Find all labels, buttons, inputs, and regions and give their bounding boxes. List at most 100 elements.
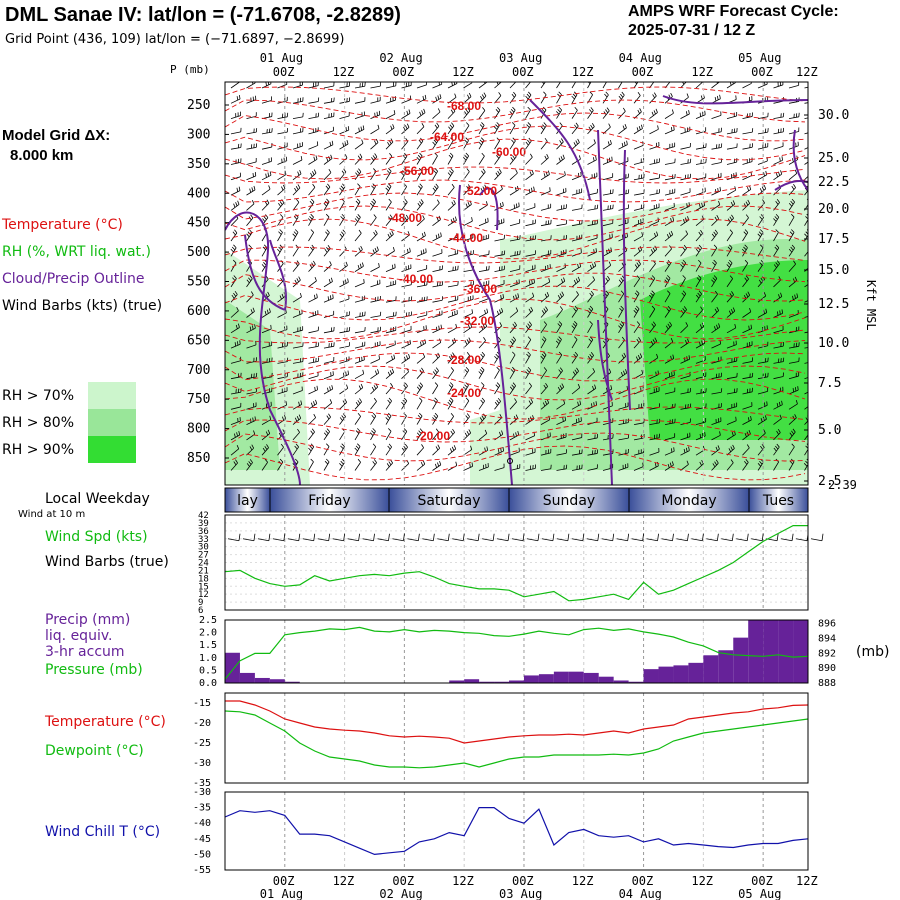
wind-barb-flag	[323, 202, 327, 207]
wind-barb	[230, 434, 240, 441]
wind-barb-flag	[781, 156, 783, 161]
wind-barb-flag	[455, 461, 458, 466]
wind-barb-flag	[237, 200, 240, 205]
wind-barb-flag	[746, 431, 749, 436]
wind-barb	[246, 311, 255, 318]
wind-barb	[354, 142, 364, 150]
pressure-tick-label: 350	[187, 157, 210, 172]
wind-barb	[401, 251, 411, 257]
temperature-contour-label: -56.00	[400, 164, 434, 178]
temperature-contour	[225, 285, 806, 321]
wind-barb	[447, 313, 458, 318]
wind-barb	[478, 433, 488, 441]
wind-barb-flag	[347, 370, 349, 375]
wind-barb-flag	[451, 201, 454, 206]
temperature-contour	[225, 365, 806, 401]
precip-bar	[733, 637, 749, 683]
wind-barb	[292, 345, 303, 349]
wind-barb	[354, 416, 361, 425]
wind-barb	[726, 161, 737, 165]
wind-barb-flag	[714, 308, 718, 313]
wind-barb-flag	[388, 428, 392, 432]
wind-barb	[272, 538, 284, 542]
wind-barb	[540, 190, 551, 196]
wind-barb	[370, 330, 381, 334]
wind-barb	[757, 116, 768, 119]
wind-barb-flag	[512, 336, 516, 341]
wind-barb-flag	[527, 367, 532, 371]
temperature-panel: -15-20-25-30-35	[193, 692, 809, 789]
wind-barb-flag	[634, 307, 639, 312]
wind-barb-flag	[760, 417, 763, 423]
pressure-tick-label: 300	[187, 127, 210, 142]
legend-cloud: Cloud/Precip Outline	[2, 271, 145, 287]
wind-barb	[246, 82, 256, 89]
temperature-contour-label: -44.00	[449, 231, 483, 245]
wind-barb	[392, 538, 404, 542]
height-tick-label: 10.0	[818, 336, 849, 351]
wind-tick-label: 21	[198, 566, 209, 576]
wind-barb-flag	[791, 430, 795, 435]
wind-barb-flag	[279, 201, 283, 205]
wind-barb-flag	[409, 247, 411, 252]
wind-barb-flag	[269, 415, 272, 420]
wind-barb-flag	[373, 533, 375, 541]
wind-barb	[556, 191, 567, 196]
wind-barb	[323, 461, 330, 471]
wind-barb-flag	[513, 153, 517, 157]
wind-barb	[556, 174, 566, 181]
wind-barb	[788, 403, 798, 410]
wind-barb-flag	[280, 277, 283, 282]
wind-barb-flag	[294, 417, 298, 422]
wind-barb-flag	[357, 443, 361, 447]
wind-barb-flag	[582, 533, 585, 541]
time-tick-bottom: 00Z	[751, 874, 773, 888]
wind-barb-flag	[369, 432, 374, 436]
wind-barb-flag	[656, 231, 659, 236]
wind-barb	[664, 177, 675, 181]
wind-barb-flag	[294, 445, 298, 450]
wind-barb-flag	[695, 294, 700, 299]
precip-bar	[793, 620, 808, 683]
wind-barb-flag	[763, 309, 765, 314]
wind-barb-flag	[233, 203, 236, 208]
wind-barb	[680, 205, 690, 211]
wind-barb	[354, 373, 364, 380]
wind-barb-flag	[542, 402, 546, 407]
wind-barb-flag	[511, 122, 516, 126]
wind-barb	[509, 369, 516, 379]
wind-barb-flag	[435, 96, 438, 101]
wind-barb	[649, 324, 656, 334]
time-tick-bottom: 12Z	[796, 874, 818, 888]
wind-barb	[385, 315, 396, 318]
wind-barb	[661, 538, 673, 542]
wind-barb-flag	[280, 214, 284, 218]
wind-barb	[540, 157, 549, 165]
wind-barb-flag	[573, 353, 577, 358]
wind-barb-flag	[357, 183, 361, 187]
wind-barb	[726, 247, 733, 257]
wind-barb-flag	[652, 321, 656, 326]
wind-barb-flag	[715, 188, 717, 194]
wind-barb-flag	[373, 231, 376, 236]
wind-barb	[664, 206, 675, 211]
wind-barb-flag	[657, 461, 659, 466]
wind-barb	[323, 446, 330, 456]
wind-barb-flag	[389, 232, 392, 237]
wind-barb	[618, 293, 625, 303]
wind-tick-label: 9	[198, 598, 203, 608]
wind-barb	[277, 329, 288, 334]
wind-barb-flag	[246, 463, 250, 467]
wind-barb	[618, 278, 625, 288]
wind-barb-flag	[387, 445, 391, 450]
wind-barb	[478, 171, 486, 181]
wind-barb-flag	[264, 310, 267, 315]
grid-point-label: Grid Point (436, 109) lat/lon = (−71.689…	[5, 32, 345, 47]
wind-barb-flag	[791, 213, 795, 218]
wind-barb-flag	[326, 198, 330, 203]
wind-barb-flag	[761, 443, 765, 448]
wind-barb	[447, 140, 454, 150]
wind-barb	[339, 157, 348, 165]
wind-barb	[432, 314, 443, 318]
wind-barb	[751, 538, 763, 542]
